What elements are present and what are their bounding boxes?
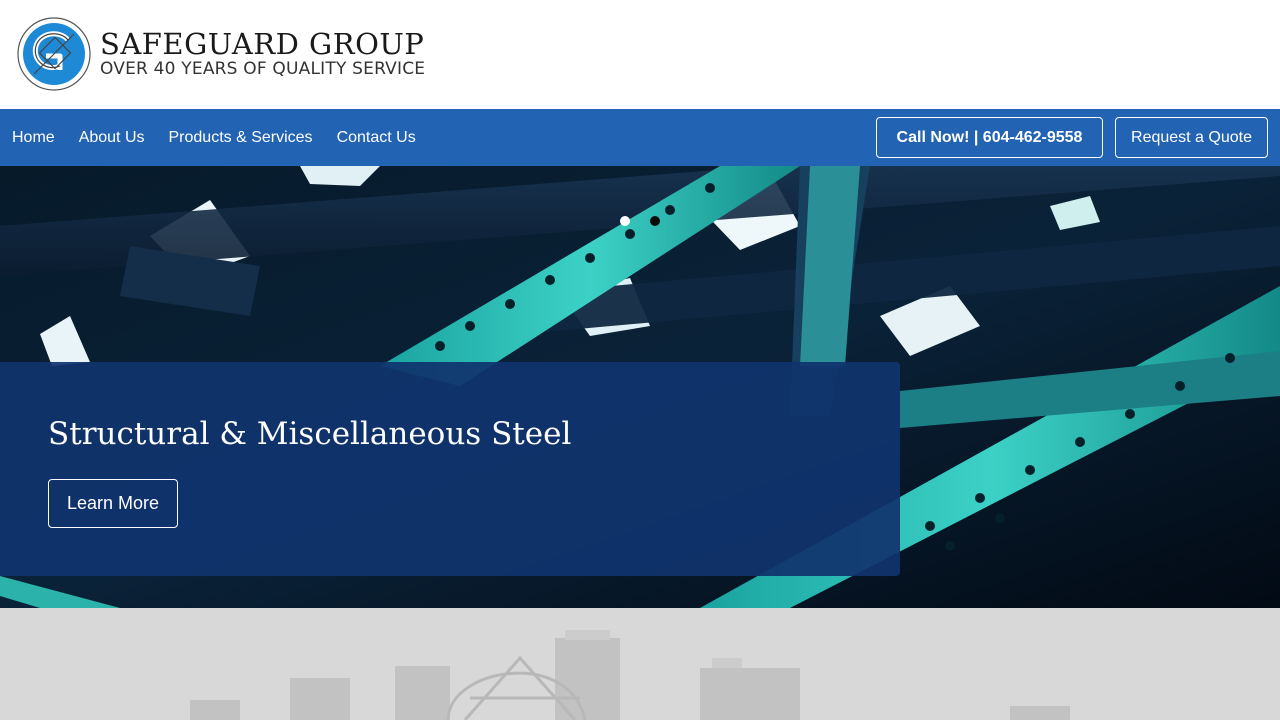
request-quote-button[interactable]: Request a Quote xyxy=(1115,117,1268,158)
hero-title: Structural & Miscellaneous Steel xyxy=(48,416,572,452)
brand-tagline: OVER 40 YEARS OF QUALITY SERVICE xyxy=(100,59,426,79)
slider-dot-2[interactable] xyxy=(650,216,660,226)
slider-dot-1[interactable] xyxy=(620,216,630,226)
site-header: SAFEGUARD GROUP OVER 40 YEARS OF QUALITY… xyxy=(0,0,1280,109)
nav-item-about-us[interactable]: About Us xyxy=(78,129,145,146)
brand-name: SAFEGUARD GROUP xyxy=(100,27,425,61)
slider-dots xyxy=(620,216,660,226)
city-skyline-section xyxy=(0,608,1280,720)
logo-link[interactable]: SAFEGUARD GROUP OVER 40 YEARS OF QUALITY… xyxy=(16,16,456,94)
nav-item-contact-us[interactable]: Contact Us xyxy=(336,129,416,146)
sg-monogram-logo-icon xyxy=(17,17,91,91)
learn-more-button[interactable]: Learn More xyxy=(48,479,178,528)
nav-links: Home About Us Products & Services Contac… xyxy=(0,109,428,166)
main-nav: Home About Us Products & Services Contac… xyxy=(0,109,1280,166)
nav-item-products-services[interactable]: Products & Services xyxy=(168,129,313,146)
nav-item-home[interactable]: Home xyxy=(12,129,55,146)
hero-caption-panel: Structural & Miscellaneous Steel Learn M… xyxy=(0,362,900,576)
hero-slider: Structural & Miscellaneous Steel Learn M… xyxy=(0,166,1280,608)
city-skyline-background-image xyxy=(0,608,1280,720)
call-now-button[interactable]: Call Now! | 604-462-9558 xyxy=(876,117,1103,158)
